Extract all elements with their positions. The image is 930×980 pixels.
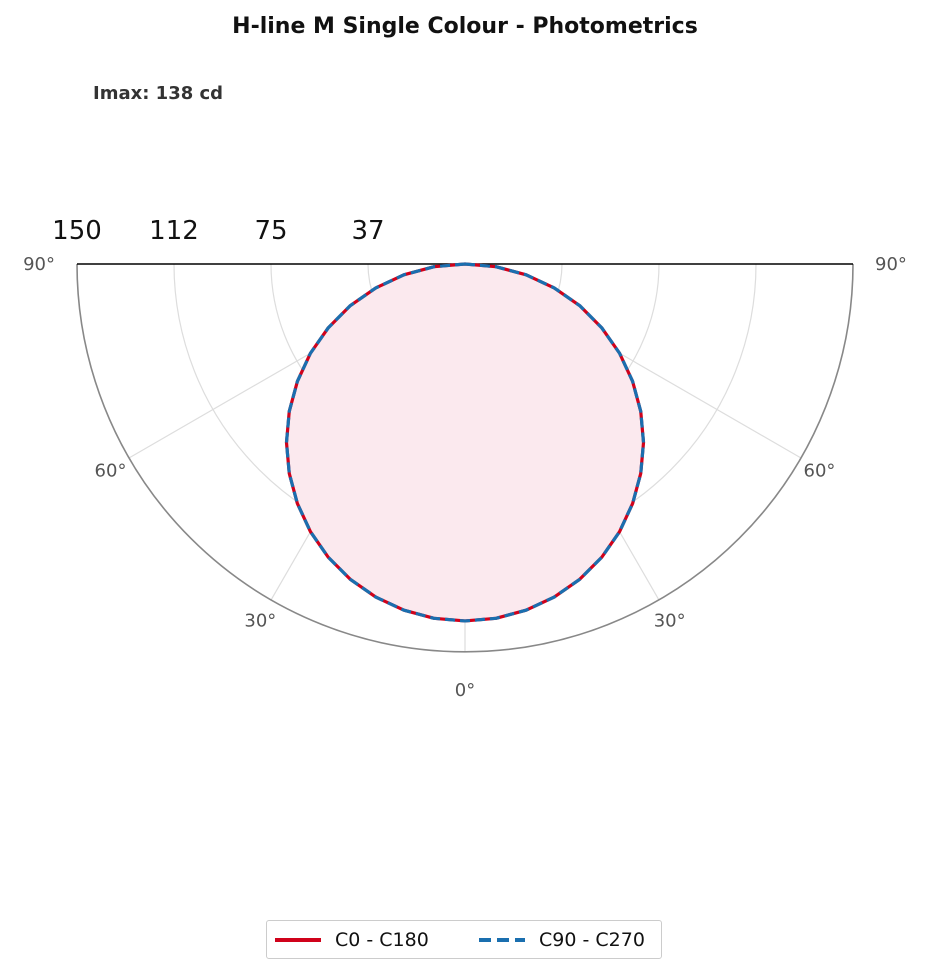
- chart-title: H-line M Single Colour - Photometrics: [232, 14, 698, 39]
- angle-tick-label: 60°: [804, 461, 836, 482]
- legend-swatch-solid: [275, 937, 321, 942]
- legend-label: C0 - C180: [335, 928, 429, 951]
- radial-tick-label: 112: [149, 216, 199, 246]
- angle-tick-label: 90°: [23, 254, 55, 275]
- intensity-fill: [286, 264, 644, 621]
- angle-tick-label: 30°: [654, 610, 686, 631]
- radial-tick-label: 75: [254, 216, 287, 246]
- angle-tick-label: 30°: [244, 610, 276, 631]
- angle-tick-label: 90°: [875, 254, 907, 275]
- legend-label: C90 - C270: [539, 928, 645, 951]
- series-line-1: [284, 262, 646, 623]
- imax-annotation: Imax: 138 cd: [93, 83, 224, 104]
- polar-plot: 150 112 75 37 90° 60° 30° 0° 30° 60° 90°: [23, 216, 907, 701]
- radial-tick-label: 37: [351, 216, 384, 246]
- legend: C0 - C180 C90 - C270: [266, 920, 662, 959]
- legend-item-c0-c180: C0 - C180: [275, 921, 429, 958]
- angle-tick-label: 60°: [95, 461, 127, 482]
- fill-layer: [286, 264, 644, 621]
- outer-boundary: [76, 263, 854, 653]
- angle-tick-label: 0°: [455, 680, 475, 701]
- legend-item-c90-c270: C90 - C270: [479, 921, 645, 958]
- label-layer: 150 112 75 37 90° 60° 30° 0° 30° 60° 90°: [23, 216, 907, 701]
- series-layer: [284, 262, 646, 623]
- radial-tick-label: 150: [52, 216, 102, 246]
- legend-swatch-dashed: [479, 937, 525, 942]
